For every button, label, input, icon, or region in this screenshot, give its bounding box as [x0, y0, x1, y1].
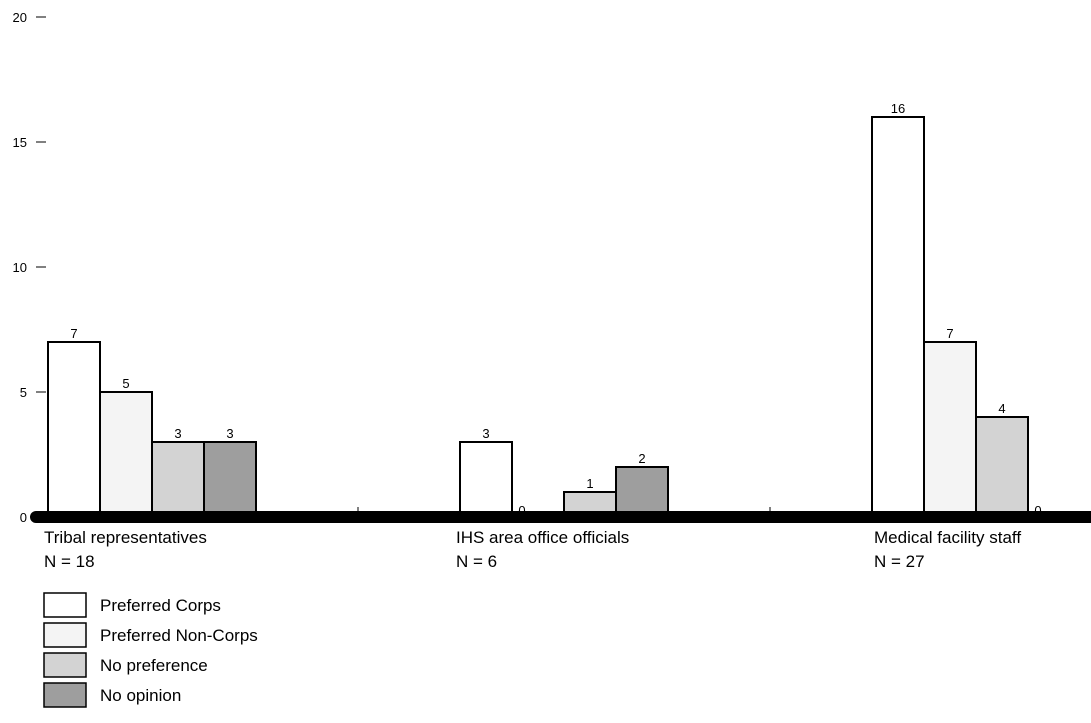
bar [47, 341, 101, 518]
bar [975, 416, 1029, 518]
category-label: IHS area office officials [456, 528, 629, 547]
bar-value-label: 3 [482, 426, 489, 441]
bar [459, 441, 513, 518]
legend-label: No preference [100, 656, 208, 675]
bar-value-label: 7 [70, 326, 77, 341]
bar [615, 466, 669, 518]
legend-label: Preferred Corps [100, 596, 221, 615]
legend-label: Preferred Non-Corps [100, 626, 258, 645]
group-labels-layer: Tribal representatives N = 18 IHS area off… [44, 528, 1021, 571]
bar-labels-layer: 7 3 16 5 0 7 3 1 4 3 2 0 [70, 101, 1041, 518]
legend-swatch [43, 652, 87, 678]
category-note: N = 18 [44, 552, 95, 571]
category-note: N = 27 [874, 552, 925, 571]
y-tick-label: 15 [13, 135, 27, 150]
bar-value-label: 2 [638, 451, 645, 466]
legend-label: No opinion [100, 686, 181, 705]
y-tick-label: 5 [20, 385, 27, 400]
legend-swatch [43, 622, 87, 648]
bar-value-label: 3 [226, 426, 233, 441]
bar-value-label: 3 [174, 426, 181, 441]
y-tick-label: 10 [13, 260, 27, 275]
y-tick-label: 0 [20, 510, 27, 525]
baseline-layer [30, 507, 1091, 523]
legend-swatch [43, 592, 87, 618]
bar-value-label: 5 [122, 376, 129, 391]
bar-value-label: 0 [1034, 503, 1041, 518]
category-label: Medical facility staff [874, 528, 1021, 547]
bar [99, 391, 153, 518]
bar-value-label: 0 [518, 503, 525, 518]
legend: Preferred Corps Preferred Non-Corps No pre… [43, 592, 258, 708]
bar [871, 116, 925, 518]
bars-layer [47, 116, 1029, 518]
y-tick-label: 20 [13, 10, 27, 25]
bar [203, 441, 257, 518]
bar [923, 341, 977, 518]
bar-value-label: 7 [946, 326, 953, 341]
category-label: Tribal representatives [44, 528, 207, 547]
category-note: N = 6 [456, 552, 497, 571]
legend-swatch [43, 682, 87, 708]
bar-value-label: 16 [891, 101, 905, 116]
bar-value-label: 4 [998, 401, 1005, 416]
bar-value-label: 1 [586, 476, 593, 491]
y-axis: 0 5 10 15 20 [13, 10, 46, 525]
bar [151, 441, 205, 518]
